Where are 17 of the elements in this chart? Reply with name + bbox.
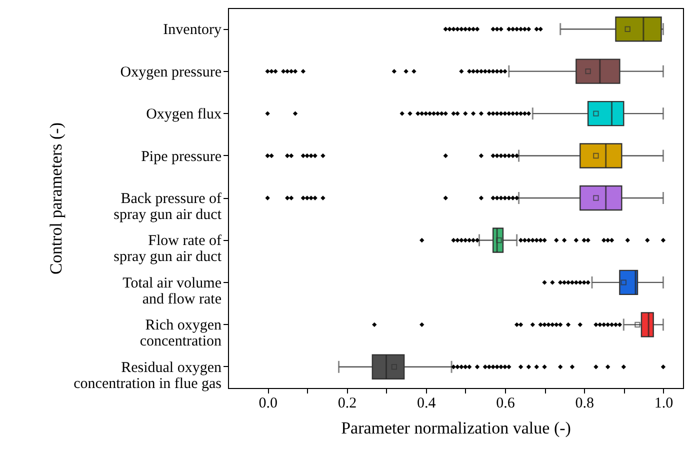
x-tick-label: 1.0 bbox=[654, 396, 674, 412]
x-tick-label: 0.0 bbox=[258, 396, 278, 412]
y-tick-label: Pipe pressure bbox=[141, 148, 222, 165]
x-tick-label: 0.8 bbox=[575, 396, 594, 412]
y-tick-label: Total air volume and flow rate bbox=[122, 275, 222, 308]
y-tick-label: Oxygen flux bbox=[146, 106, 222, 123]
y-tick-label: Inventory bbox=[163, 22, 222, 38]
y-tick-label: Flow rate of spray gun air duct bbox=[114, 233, 222, 266]
y-tick-label: Residual oxygen concentration in flue gas bbox=[74, 360, 222, 392]
y-tick-label: Rich oxygen concentration bbox=[140, 318, 222, 350]
y-tick-label: Back pressure of spray gun air duct bbox=[114, 191, 222, 223]
x-tick-label: 0.6 bbox=[496, 396, 516, 412]
x-tick-label: 0.2 bbox=[338, 396, 357, 412]
y-axis-title: Control parameters (-) bbox=[46, 122, 66, 274]
y-tick-label: Oxygen pressure bbox=[120, 64, 222, 80]
x-axis-title: Parameter normalization value (-) bbox=[341, 418, 571, 438]
x-tick-label: 0.4 bbox=[416, 396, 436, 412]
